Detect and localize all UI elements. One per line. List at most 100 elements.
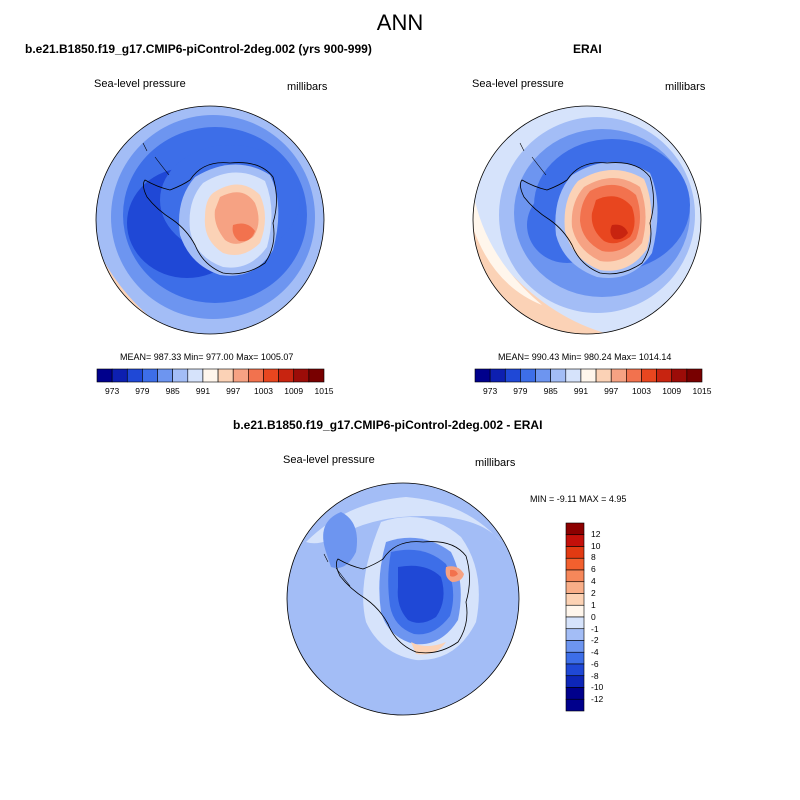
cbar-label: 985 <box>165 386 180 396</box>
cbar-label: 1003 <box>632 386 651 396</box>
colorbar-swatch <box>565 522 585 536</box>
colorbar-swatch <box>278 368 295 383</box>
colorbar-swatch <box>111 368 128 383</box>
colorbar-swatch <box>656 368 673 383</box>
colorbar-swatch <box>565 557 585 571</box>
cbar-label: -1 <box>591 624 599 634</box>
cbar-label: -4 <box>591 647 599 657</box>
cbar-label: -2 <box>591 635 599 645</box>
colorbar-swatch <box>489 368 506 383</box>
colorbar-swatch <box>565 593 585 606</box>
obs-colorbar <box>474 368 703 383</box>
colorbar-swatch <box>293 368 310 383</box>
cbar-label: 997 <box>226 386 241 396</box>
colorbar-swatch <box>232 368 249 383</box>
colorbar-swatch <box>535 368 551 383</box>
model-panel-title: b.e21.B1850.f19_g17.CMIP6-piControl-2deg… <box>25 42 372 56</box>
colorbar-swatch <box>172 368 189 383</box>
cbar-label: 979 <box>135 386 150 396</box>
colorbar-swatch <box>641 368 657 383</box>
obs-colorbar-svg <box>474 368 703 383</box>
colorbar-swatch <box>580 368 597 383</box>
colorbar-swatch <box>565 687 585 700</box>
model-stats: MEAN= 987.33 Min= 977.00 Max= 1005.07 <box>120 352 294 362</box>
cbar-label: 1009 <box>284 386 304 396</box>
colorbar-swatch <box>686 368 703 383</box>
cbar-label: -8 <box>591 671 599 681</box>
colorbar-swatch <box>308 368 325 383</box>
model-colorbar-svg <box>96 368 325 383</box>
diff-map <box>286 482 520 716</box>
colorbar-swatch <box>565 675 585 688</box>
diff-stats: MIN = -9.11 MAX = 4.95 <box>530 494 627 504</box>
colorbar-swatch <box>565 651 585 665</box>
cbar-label: 1009 <box>662 386 682 396</box>
obs-units-label: millibars <box>665 81 706 93</box>
colorbar-swatch <box>565 663 585 677</box>
colorbar-swatch <box>565 604 585 618</box>
colorbar-swatch <box>550 368 567 383</box>
colorbar-swatch <box>126 368 143 383</box>
cbar-label: -10 <box>591 682 604 692</box>
cbar-label: 2 <box>591 588 596 598</box>
cbar-label: 979 <box>513 386 528 396</box>
colorbar-swatch <box>565 581 585 594</box>
colorbar-swatch <box>565 640 585 653</box>
cbar-label: 997 <box>604 386 619 396</box>
cbar-label: 985 <box>543 386 558 396</box>
cbar-label: 973 <box>483 386 498 396</box>
colorbar-swatch <box>217 368 234 383</box>
colorbar-swatch <box>248 368 264 383</box>
cbar-label: 1003 <box>254 386 273 396</box>
cbar-label: 6 <box>591 564 596 574</box>
cbar-label: 991 <box>573 386 589 396</box>
colorbar-swatch <box>565 534 585 547</box>
cbar-label: 1015 <box>692 386 712 396</box>
diff-coastline <box>336 541 470 654</box>
diff-colorbar-labels: 12 10 8 6 4 2 1 0 -1 -2 -4 -6 -8 -10 -12 <box>591 523 621 711</box>
obs-colorbar-labels: 973 979 985 991 997 1003 1009 1015 <box>475 386 711 398</box>
colorbar-swatch <box>202 368 219 383</box>
obs-coastline <box>520 162 654 275</box>
colorbar-swatch <box>565 546 585 559</box>
colorbar-swatch <box>565 616 585 630</box>
diff-units-label: millibars <box>475 457 516 469</box>
colorbar-swatch <box>142 368 158 383</box>
model-variable-label: Sea-level pressure <box>94 78 186 90</box>
colorbar-swatch <box>520 368 536 383</box>
obs-variable-label: Sea-level pressure <box>472 78 564 90</box>
cbar-label: 1 <box>591 600 596 610</box>
colorbar-swatch <box>565 569 585 583</box>
cbar-label: 4 <box>591 576 596 586</box>
colorbar-swatch <box>565 628 585 641</box>
model-units-label: millibars <box>287 81 328 93</box>
obs-panel-title: ERAI <box>573 42 602 56</box>
cbar-label: 991 <box>195 386 211 396</box>
cbar-label: 973 <box>105 386 120 396</box>
cbar-label: 0 <box>591 612 596 622</box>
figure-title: ANN <box>376 10 424 35</box>
cbar-label: 8 <box>591 552 596 562</box>
cbar-label: 1015 <box>314 386 334 396</box>
model-colorbar <box>96 368 325 383</box>
diff-variable-label: Sea-level pressure <box>283 454 375 466</box>
colorbar-swatch <box>157 368 173 383</box>
diff-panel-title: b.e21.B1850.f19_g17.CMIP6-piControl-2deg… <box>233 418 543 432</box>
diff-colorbar-svg <box>565 522 585 712</box>
colorbar-swatch <box>187 368 204 383</box>
model-colorbar-labels: 973 979 985 991 997 1003 1009 1015 <box>97 386 333 398</box>
cbar-label: -6 <box>591 659 599 669</box>
cbar-label: -12 <box>591 694 604 704</box>
colorbar-swatch <box>626 368 642 383</box>
colorbar-swatch <box>263 368 279 383</box>
colorbar-swatch <box>610 368 627 383</box>
model-map <box>95 105 325 335</box>
model-coastline <box>143 162 277 275</box>
cbar-label: 10 <box>591 541 601 551</box>
colorbar-swatch <box>504 368 521 383</box>
colorbar-swatch <box>595 368 612 383</box>
colorbar-swatch <box>474 368 491 383</box>
colorbar-swatch <box>96 368 113 383</box>
obs-stats: MEAN= 990.43 Min= 980.24 Max= 1014.14 <box>498 352 672 362</box>
obs-map <box>472 105 702 335</box>
